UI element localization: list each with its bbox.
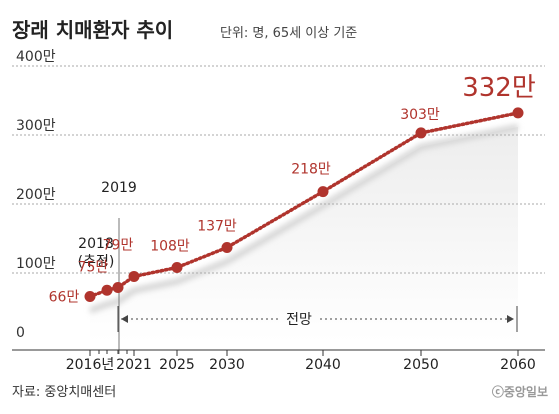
data-point-2025: [171, 261, 183, 273]
annotations: 2018 (추정) 2019 전망: [78, 180, 518, 354]
data-labels: 66만 75만 79만 108만 137만 218만 303만 332만: [49, 73, 536, 306]
forecast-arrowhead-right: [507, 315, 514, 323]
y-tick-label-0: 0: [16, 325, 25, 341]
x-tick-label-2025: 2025: [159, 357, 195, 373]
source-text: 자료: 중앙치매센터: [12, 385, 116, 400]
data-label-2019: 79만: [103, 237, 134, 253]
grid: 0 100만 200만 300만 400만: [12, 49, 545, 341]
x-tick-label-2016: 2016년: [66, 357, 115, 373]
x-tick-label-2060: 2060: [500, 357, 536, 373]
annotation-estimate: (추정): [78, 254, 115, 270]
shadow-area: [88, 123, 519, 342]
x-tick-label-2030: 2030: [209, 357, 245, 373]
chart-unit: 단위: 명, 65세 이상 기준: [220, 26, 357, 41]
y-tick-label-400: 400만: [16, 49, 56, 65]
data-points: [84, 107, 524, 302]
data-label-2030: 137만: [197, 218, 237, 234]
annotation-2018: 2018: [78, 236, 114, 252]
x-axis: 2016년 2021 2025 2030 2040 2050 2060: [12, 349, 545, 373]
x-tick-label-2050: 2050: [403, 357, 439, 373]
data-point-2030: [221, 241, 233, 253]
x-tick-label-2021: 2021: [116, 357, 152, 373]
chart-title: 장래 치매환자 추이: [12, 18, 173, 42]
data-point-2040: [317, 186, 329, 198]
data-point-2018: [101, 284, 113, 296]
data-label-2060: 332만: [462, 73, 536, 103]
data-point-2050: [415, 127, 427, 139]
data-label-2016: 66만: [49, 289, 80, 305]
credit-logo: ⓒ중앙일보: [492, 384, 548, 399]
data-label-2040: 218만: [291, 162, 331, 178]
data-point-2019: [112, 281, 124, 293]
shadow-line: [88, 123, 519, 314]
x-tick-label-2040: 2040: [305, 357, 341, 373]
data-label-2025: 108만: [150, 238, 190, 254]
forecast-arrowhead-left: [121, 315, 128, 323]
shadow-area-fill: [90, 126, 518, 342]
y-tick-label-300: 300만: [16, 118, 56, 134]
annotation-forecast: 전망: [286, 312, 312, 328]
data-point-2016: [84, 290, 96, 302]
data-point-2021: [128, 270, 140, 282]
data-point-2060: [512, 107, 524, 119]
y-tick-label-100: 100만: [16, 256, 56, 272]
y-tick-label-200: 200만: [16, 187, 56, 203]
annotation-2019: 2019: [101, 180, 137, 196]
data-label-2050: 303만: [400, 107, 440, 123]
data-label-2018: 75만: [78, 259, 109, 275]
